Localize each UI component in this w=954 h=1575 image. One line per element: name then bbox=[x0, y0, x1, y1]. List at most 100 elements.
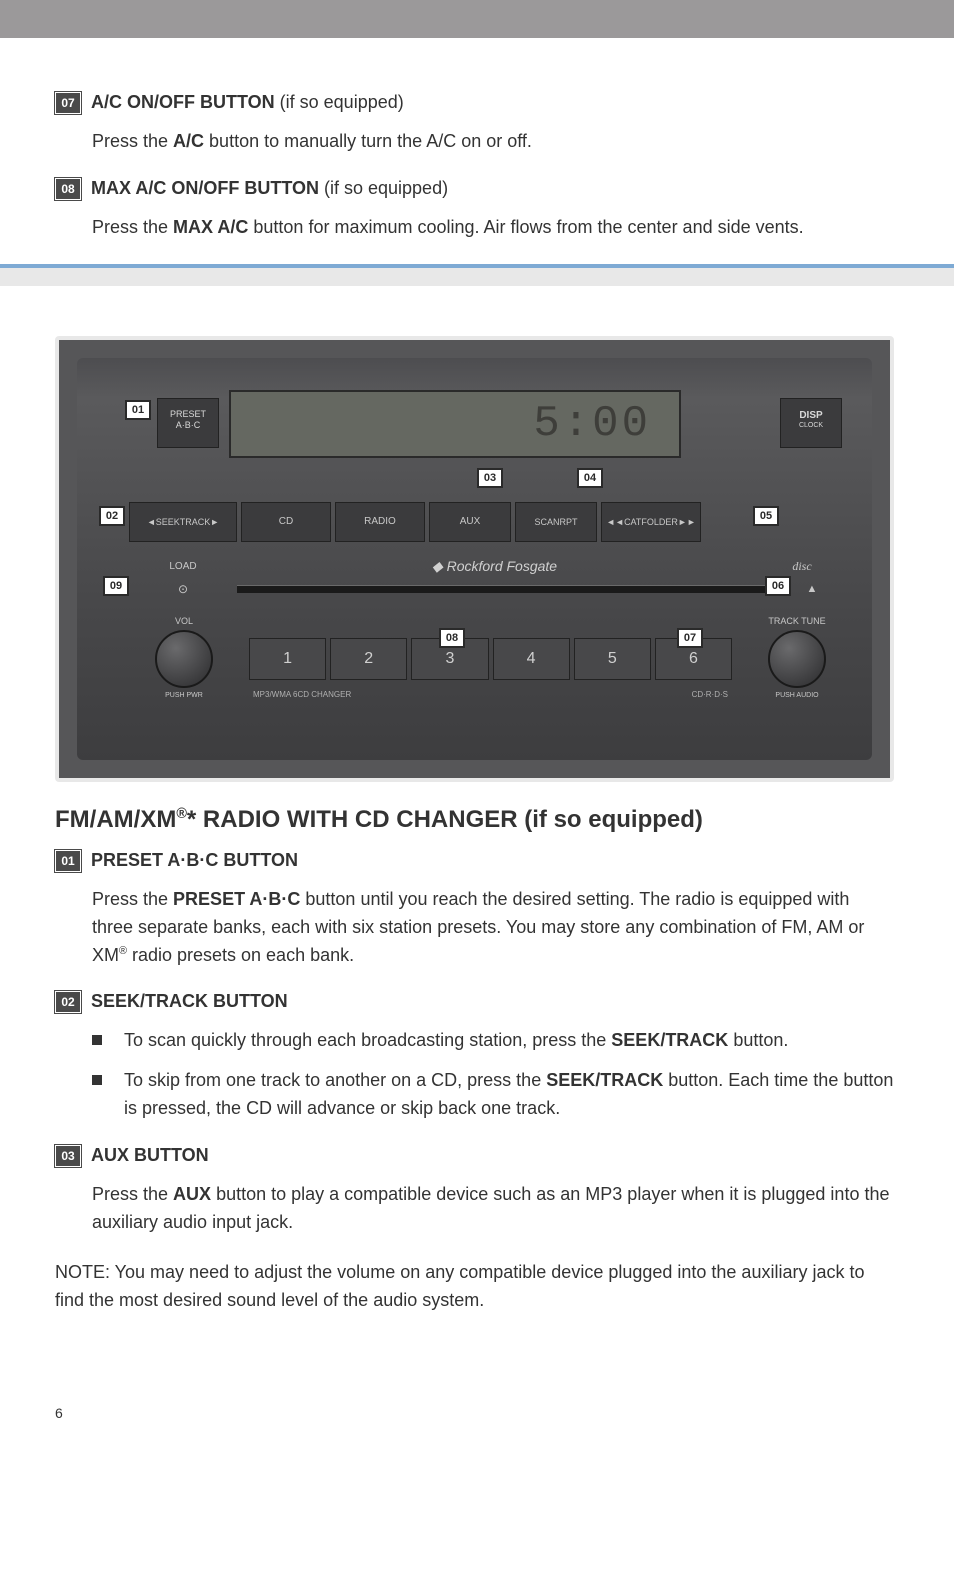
callout-04: 04 bbox=[577, 468, 603, 488]
preset-sub: MP3/WMA 6CD CHANGER CD·R·D·S bbox=[249, 690, 732, 699]
preset-bot: A·B·C bbox=[158, 420, 218, 431]
b1-post: button. bbox=[728, 1030, 788, 1050]
radio-mid-row: ◄ SEEKTRACK ► CD RADIO AUX SCANRPT ◄◄ CA… bbox=[129, 502, 852, 542]
radio-btn-cat: ◄◄ CATFOLDER ►► bbox=[601, 502, 701, 542]
item-08-title-light: (if so equipped) bbox=[319, 178, 448, 198]
item-08-boldword: MAX A/C bbox=[173, 217, 248, 237]
disc-logo: disc bbox=[752, 559, 852, 574]
radio-btn-cd: CD bbox=[241, 502, 331, 542]
marker-s02: 02 bbox=[55, 991, 81, 1013]
b2-bold: SEEK/TRACK bbox=[546, 1070, 663, 1090]
s03-bold: AUX bbox=[173, 1184, 211, 1204]
rockford-logo: ◆ Rockford Fosgate bbox=[237, 558, 752, 575]
sec-01-body: Press the PRESET A·B·C button until you … bbox=[92, 886, 894, 970]
s01-pre: Press the bbox=[92, 889, 173, 909]
radio-btn-preset: PRESET A·B·C bbox=[157, 398, 219, 448]
item-08-title-bold: MAX A/C ON/OFF BUTTON bbox=[91, 178, 319, 198]
mp3-label: MP3/WMA 6CD CHANGER bbox=[253, 690, 351, 699]
seek-bot: TRACK bbox=[180, 517, 211, 527]
sec-02-heading: SEEK/TRACK BUTTON bbox=[91, 991, 288, 1012]
vol-knob-area: VOL PUSH PWR bbox=[129, 616, 239, 700]
item-07-boldword: A/C bbox=[173, 131, 204, 151]
pbtn-5: 5 bbox=[574, 638, 651, 680]
s03-post: button to play a compatible device such … bbox=[92, 1184, 889, 1232]
sec-03-body: Press the AUX button to play a compatibl… bbox=[92, 1181, 894, 1237]
radio-btn-disp: DISP CLOCK bbox=[780, 398, 842, 448]
preset-top: PRESET bbox=[158, 409, 218, 420]
radio-btn-aux: AUX bbox=[429, 502, 511, 542]
lower-content: PRESET A·B·C 5:00 DISP CLOCK ◄ SEEKTRACK… bbox=[0, 336, 954, 1421]
tune-knob-area: TRACK TUNE PUSH AUDIO bbox=[742, 616, 852, 700]
s01-post: radio presets on each bank. bbox=[127, 945, 354, 965]
callout-02: 02 bbox=[99, 506, 125, 526]
preset-area: 1 2 3 4 5 6 MP3/WMA 6CD CHANGER CD·R·D·S bbox=[239, 616, 742, 699]
item-08-body: Press the MAX A/C button for maximum coo… bbox=[92, 214, 894, 242]
callout-07: 07 bbox=[677, 628, 703, 648]
tune-knob bbox=[768, 630, 826, 688]
cat-bot: FOLDER bbox=[641, 517, 678, 527]
sec-01-heading: PRESET A·B·C BUTTON bbox=[91, 850, 298, 871]
radio-illustration: PRESET A·B·C 5:00 DISP CLOCK ◄ SEEKTRACK… bbox=[55, 336, 894, 782]
item-07-body: Press the A/C button to manually turn th… bbox=[92, 128, 894, 156]
b1-pre: To scan quickly through each broadcastin… bbox=[124, 1030, 611, 1050]
sec-03-row: 03 AUX BUTTON bbox=[55, 1145, 894, 1167]
item-08-pre: Press the bbox=[92, 217, 173, 237]
s03-pre: Press the bbox=[92, 1184, 173, 1204]
pwr-label: PUSH PWR bbox=[129, 692, 239, 700]
radio-slot-row: ⊙ ▲ bbox=[129, 580, 852, 598]
cdrds-label: CD·R·D·S bbox=[692, 690, 728, 699]
vol-label: VOL bbox=[129, 616, 239, 626]
radio-btn-radio: RADIO bbox=[335, 502, 425, 542]
bullet-1: To scan quickly through each broadcastin… bbox=[92, 1027, 894, 1055]
sec-03-heading: AUX BUTTON bbox=[91, 1145, 209, 1166]
sec-01-row: 01 PRESET A·B·C BUTTON bbox=[55, 850, 894, 872]
bullet-sq-icon bbox=[92, 1035, 102, 1045]
radio-inner: PRESET A·B·C 5:00 DISP CLOCK ◄ SEEKTRACK… bbox=[77, 358, 872, 760]
load-label: LOAD bbox=[129, 561, 237, 572]
item-07-row: 07 A/C ON/OFF BUTTON (if so equipped) bbox=[55, 92, 894, 114]
sec-02-row: 02 SEEK/TRACK BUTTON bbox=[55, 991, 894, 1013]
callout-05: 05 bbox=[753, 506, 779, 526]
sec-02-bullets: To scan quickly through each broadcastin… bbox=[92, 1027, 894, 1123]
item-08-row: 08 MAX A/C ON/OFF BUTTON (if so equipped… bbox=[55, 178, 894, 200]
cat-top: CAT bbox=[624, 517, 641, 527]
marker-s03: 03 bbox=[55, 1145, 81, 1167]
item-07-post: button to manually turn the A/C on or of… bbox=[204, 131, 532, 151]
seek-top: SEEK bbox=[156, 517, 180, 527]
b2-pre: To skip from one track to another on a C… bbox=[124, 1070, 546, 1090]
marker-08: 08 bbox=[55, 178, 81, 200]
s01-sup: ® bbox=[119, 945, 127, 957]
pbtn-4: 4 bbox=[493, 638, 570, 680]
radio-load-row: LOAD ◆ Rockford Fosgate disc bbox=[129, 554, 852, 580]
callout-06: 06 bbox=[765, 576, 791, 596]
note-text: NOTE: You may need to adjust the volume … bbox=[55, 1259, 894, 1315]
st-pre: FM/AM/XM bbox=[55, 806, 176, 833]
st-post: * RADIO WITH CD CHANGER (if so equipped) bbox=[187, 806, 703, 833]
item-08-post: button for maximum cooling. Air flows fr… bbox=[248, 217, 803, 237]
item-07-title-bold: A/C ON/OFF BUTTON bbox=[91, 92, 275, 112]
vol-knob bbox=[155, 630, 213, 688]
callout-01: 01 bbox=[125, 400, 151, 420]
radio-btn-seek: ◄ SEEKTRACK ► bbox=[129, 502, 237, 542]
scan-bot: RPT bbox=[560, 517, 578, 527]
marker-s01: 01 bbox=[55, 850, 81, 872]
item-07-title: A/C ON/OFF BUTTON (if so equipped) bbox=[91, 92, 404, 113]
scan-top: SCAN bbox=[534, 517, 559, 527]
section-title: FM/AM/XM®* RADIO WITH CD CHANGER (if so … bbox=[55, 806, 894, 834]
cd-icon: ⊙ bbox=[129, 582, 237, 596]
audio-label: PUSH AUDIO bbox=[742, 692, 852, 700]
radio-bot-row: VOL PUSH PWR 1 2 3 4 5 6 MP3/WMA 6CD CHA… bbox=[129, 616, 852, 724]
page-content: 07 A/C ON/OFF BUTTON (if so equipped) Pr… bbox=[0, 92, 954, 242]
marker-07: 07 bbox=[55, 92, 81, 114]
item-07-title-light: (if so equipped) bbox=[275, 92, 404, 112]
callout-08: 08 bbox=[439, 628, 465, 648]
item-07-pre: Press the bbox=[92, 131, 173, 151]
bullet-sq-icon bbox=[92, 1075, 102, 1085]
callout-09: 09 bbox=[103, 576, 129, 596]
disp-top: DISP bbox=[781, 411, 841, 421]
divider-grey bbox=[0, 268, 954, 286]
bullet-2-text: To skip from one track to another on a C… bbox=[124, 1067, 894, 1123]
radio-lcd: 5:00 bbox=[229, 390, 681, 458]
radio-btn-scan: SCANRPT bbox=[515, 502, 597, 542]
bullet-1-text: To scan quickly through each broadcastin… bbox=[124, 1027, 788, 1055]
